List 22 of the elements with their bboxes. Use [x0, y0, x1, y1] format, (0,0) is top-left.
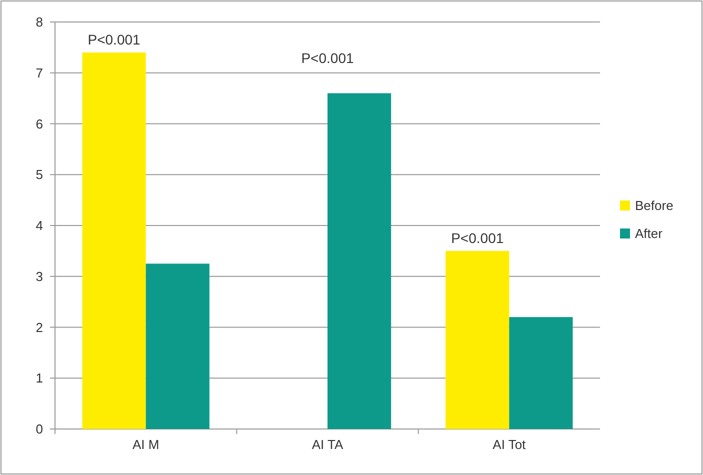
x-tick-label: AI TA: [312, 437, 344, 452]
y-tick-label: 2: [36, 320, 43, 335]
legend-label: After: [635, 226, 664, 242]
annotation: P<0.001: [88, 32, 141, 48]
bar: [328, 93, 392, 429]
x-tick-label: AI Tot: [492, 437, 526, 452]
y-tick-label: 6: [36, 116, 43, 132]
y-tick-label: 3: [36, 268, 43, 284]
bar: [82, 52, 146, 429]
y-tick-label: 7: [36, 65, 43, 80]
bar: [509, 317, 573, 429]
y-tick-label: 8: [36, 14, 43, 30]
y-tick-label: 5: [36, 167, 43, 182]
annotation: P<0.001: [451, 230, 504, 246]
x-tick-label: AI M: [132, 437, 160, 452]
y-tick-label: 4: [36, 218, 43, 234]
annotation: P<0.001: [301, 50, 354, 66]
legend-label: Before: [635, 198, 674, 214]
bar: [146, 264, 210, 429]
bar: [446, 250, 510, 429]
y-tick-label: 1: [36, 370, 43, 386]
y-tick-label: 0: [36, 422, 43, 437]
